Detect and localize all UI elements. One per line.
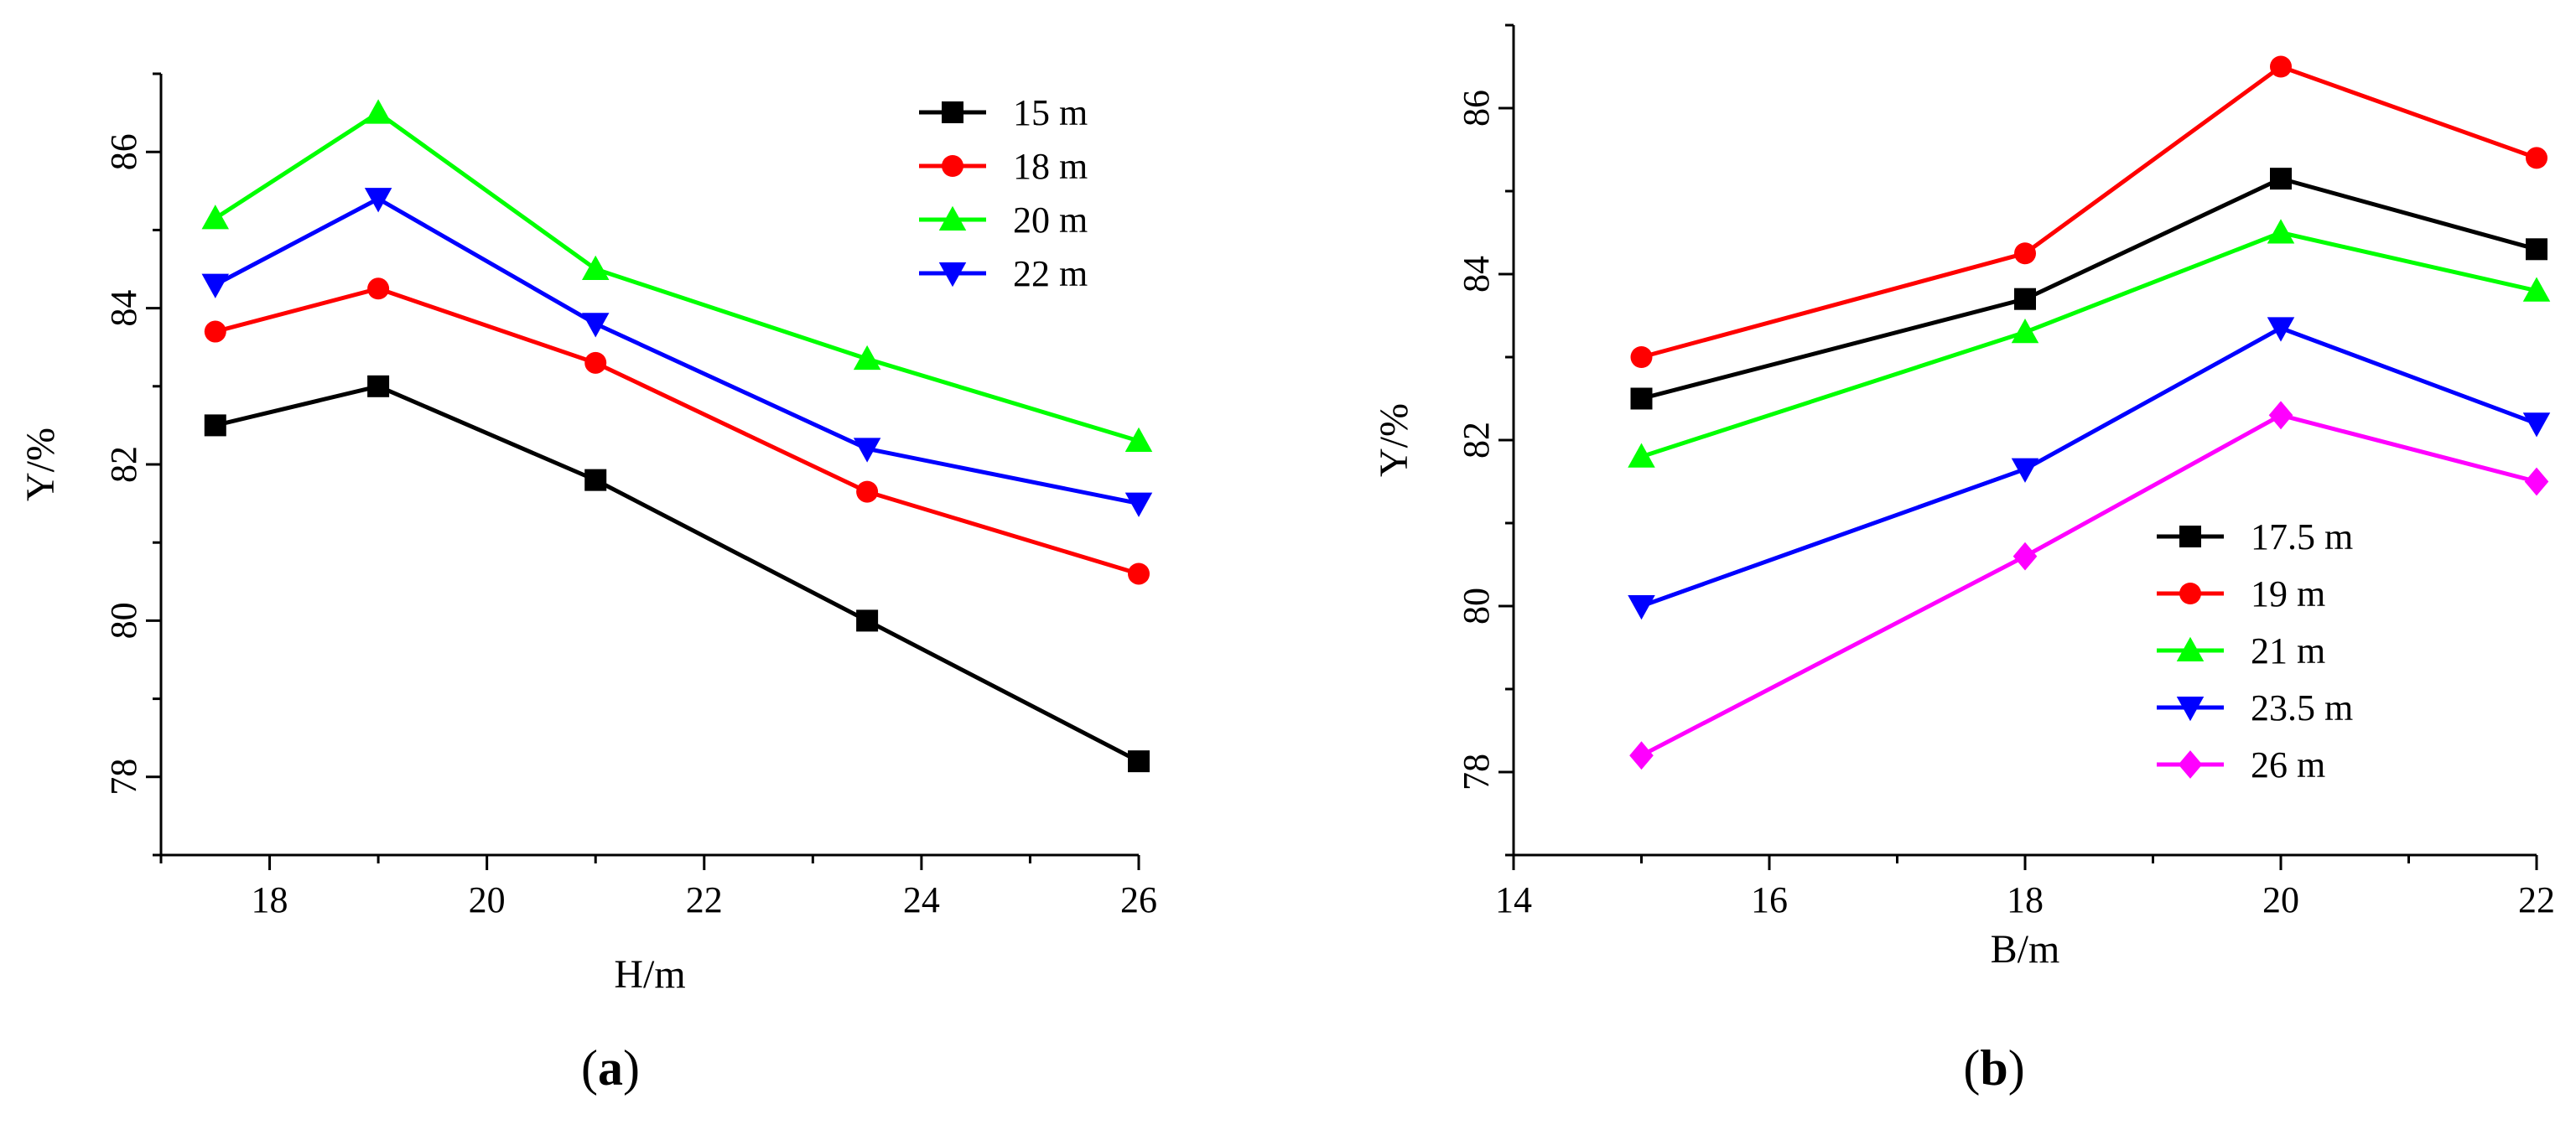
data-point bbox=[2522, 412, 2551, 438]
data-point bbox=[364, 188, 392, 213]
x-tick-label: 24 bbox=[903, 879, 940, 920]
x-tick-label: 18 bbox=[252, 879, 288, 920]
legend-label: 21 m bbox=[2251, 630, 2325, 671]
y-tick-label: 84 bbox=[1456, 256, 1497, 293]
legend-label: 18 m bbox=[1013, 146, 1088, 187]
data-point bbox=[1629, 741, 1654, 770]
x-tick-label: 16 bbox=[1751, 879, 1788, 920]
data-point bbox=[584, 351, 607, 374]
x-tick-label: 14 bbox=[1495, 879, 1532, 920]
legend-label: 17.5 m bbox=[2251, 516, 2353, 557]
legend-label: 15 m bbox=[1013, 92, 1088, 133]
data-point bbox=[853, 438, 881, 463]
data-point bbox=[584, 469, 607, 491]
y-tick-label: 80 bbox=[103, 602, 144, 639]
legend-marker bbox=[2179, 526, 2201, 547]
data-point bbox=[364, 99, 392, 124]
series-line bbox=[215, 384, 1140, 764]
data-point bbox=[1628, 595, 1655, 620]
x-tick-label: 26 bbox=[1120, 879, 1157, 920]
data-point bbox=[1128, 750, 1150, 773]
y-axis-label: Y/% bbox=[1372, 403, 1416, 477]
y-tick-label: 84 bbox=[103, 290, 144, 327]
legend-marker bbox=[2178, 750, 2203, 779]
x-axis-label: B/m bbox=[1991, 927, 2060, 972]
data-point bbox=[2011, 319, 2039, 344]
legend-marker bbox=[942, 155, 963, 177]
legend-marker bbox=[942, 101, 963, 123]
x-tick-label: 20 bbox=[2262, 879, 2299, 920]
data-point bbox=[581, 313, 610, 338]
series-line bbox=[1640, 412, 2537, 758]
data-point bbox=[1628, 443, 1655, 468]
data-point bbox=[2268, 401, 2293, 430]
series-line bbox=[214, 196, 1140, 506]
y-tick-label: 82 bbox=[1456, 422, 1497, 459]
data-point bbox=[204, 320, 226, 343]
legend-marker bbox=[2176, 636, 2205, 661]
x-tick-label: 22 bbox=[2518, 879, 2555, 920]
data-point bbox=[367, 277, 390, 300]
legend-label: 23.5 m bbox=[2251, 687, 2353, 728]
series-line bbox=[1640, 325, 2537, 609]
data-point bbox=[581, 255, 610, 280]
data-point bbox=[2012, 542, 2038, 571]
x-tick-label: 18 bbox=[2007, 879, 2044, 920]
y-tick-label: 82 bbox=[103, 446, 144, 483]
series-line bbox=[1640, 176, 2537, 401]
y-tick-label: 78 bbox=[1456, 754, 1497, 790]
y-tick-label: 86 bbox=[1456, 90, 1497, 127]
legend-marker bbox=[938, 262, 967, 288]
data-point bbox=[2267, 219, 2295, 244]
data-point bbox=[853, 345, 881, 371]
chart-a: 78 80 82 84 86 18 20 22 24 26 Y/% H/m 15 m 18 m 20 m 22… bbox=[18, 72, 1157, 1096]
data-point bbox=[856, 609, 879, 632]
data-point bbox=[2526, 238, 2547, 261]
data-point bbox=[856, 480, 879, 503]
y-tick-label: 78 bbox=[103, 759, 144, 796]
data-point bbox=[1128, 562, 1150, 585]
data-point bbox=[201, 273, 230, 298]
data-point bbox=[367, 375, 390, 397]
series-line bbox=[1640, 65, 2537, 360]
x-axis-label: H/m bbox=[614, 952, 685, 997]
legend-label: 22 m bbox=[1013, 253, 1088, 294]
x-tick-label: 22 bbox=[686, 879, 723, 920]
series-line bbox=[1640, 231, 2537, 459]
data-point bbox=[2270, 168, 2292, 190]
data-point bbox=[2526, 147, 2547, 169]
data-point bbox=[1124, 427, 1153, 453]
data-point bbox=[201, 205, 230, 230]
data-point bbox=[1630, 346, 1653, 368]
y-axis-label: Y/% bbox=[18, 428, 63, 501]
legend-label: 20 m bbox=[1013, 200, 1088, 241]
data-point bbox=[2267, 317, 2295, 342]
data-point bbox=[1124, 492, 1153, 517]
y-tick-label: 86 bbox=[103, 133, 144, 170]
legend-label: 26 m bbox=[2251, 744, 2325, 785]
data-point bbox=[1630, 387, 1653, 410]
chart-b: 78 80 82 84 86 14 16 18 20 22 Y/% B/m 17.5 m 19 m 21 m… bbox=[1372, 23, 2555, 1096]
legend-marker bbox=[2179, 583, 2201, 604]
series-line bbox=[215, 286, 1140, 576]
data-point bbox=[2522, 277, 2551, 302]
legend-marker bbox=[2176, 697, 2205, 722]
legend-label: 19 m bbox=[2251, 573, 2325, 614]
data-point bbox=[2014, 288, 2036, 310]
legend-marker bbox=[938, 205, 967, 231]
data-point bbox=[2270, 55, 2292, 78]
data-point bbox=[204, 414, 226, 437]
x-tick-label: 20 bbox=[469, 879, 506, 920]
y-tick-label: 80 bbox=[1456, 588, 1497, 625]
data-point bbox=[2524, 467, 2549, 496]
data-point bbox=[2014, 242, 2036, 265]
panel-label: (a) bbox=[581, 1040, 640, 1096]
data-point bbox=[2011, 458, 2039, 483]
panel-label: (b) bbox=[1963, 1040, 2024, 1096]
